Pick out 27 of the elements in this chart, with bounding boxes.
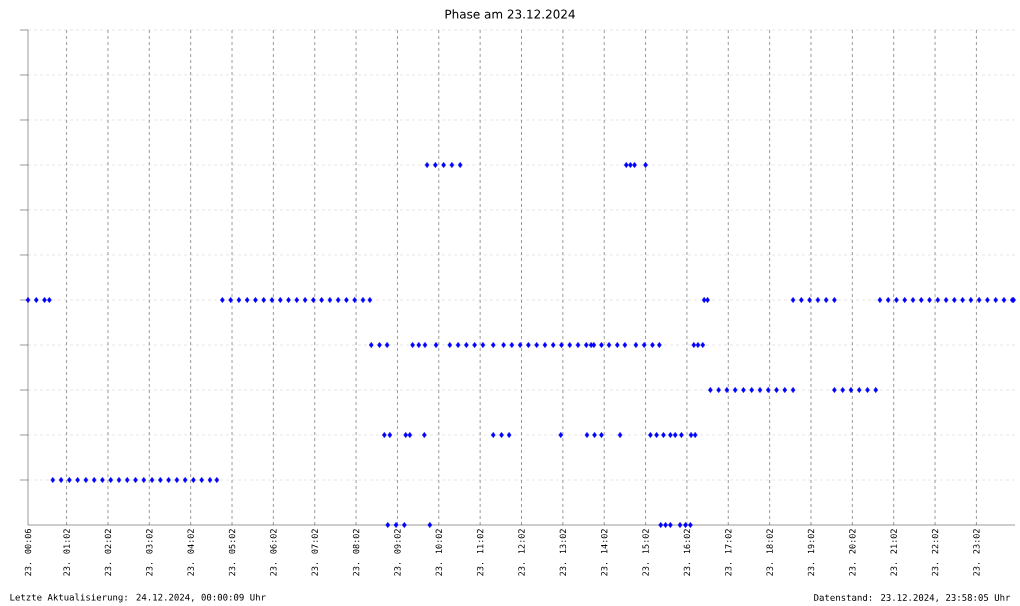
- x-tick-label: 23. 07:02: [311, 529, 318, 576]
- x-tick-label: 23. 02:02: [104, 529, 112, 576]
- x-tick-label: 23. 01:02: [63, 529, 70, 576]
- x-tick-label: 23. 14:02: [601, 529, 608, 576]
- x-tick-label: 23. 08:02: [352, 529, 360, 576]
- x-tick-label: 23. 09:02: [394, 529, 401, 576]
- x-tick-label: 23. 18:02: [766, 529, 773, 576]
- x-tick-label: 23. 00:06: [24, 529, 32, 576]
- x-tick-label: 23. 03:02: [146, 529, 153, 576]
- x-tick-label: 23. 05:02: [228, 529, 236, 576]
- x-tick-label: 23. 22:02: [931, 529, 939, 576]
- text: Letzte Aktualisierung: 24.12.2024, 00:00:09 Uhr: [10, 593, 266, 603]
- x-tick-label: 23. 21:02: [890, 529, 897, 576]
- x-tick-label: 23. 17:02: [725, 529, 732, 576]
- x-tick-label: 23. 19:02: [807, 529, 815, 576]
- x-tick-label: 23. 16:02: [683, 529, 691, 576]
- text: Datenstand: 23.12.2024, 23:58:05 Uhr: [814, 593, 1011, 603]
- x-tick-label: 23. 10:02: [435, 529, 443, 576]
- x-tick-label: 23. 20:02: [849, 529, 856, 576]
- x-tick-label: 23. 23:02: [973, 529, 980, 576]
- x-tick-label: 23. 04:02: [187, 529, 194, 576]
- x-tick-label: 23. 13:02: [559, 529, 567, 576]
- x-tick-label: 23. 11:02: [476, 529, 484, 576]
- chart-title: Phase am 23.12.2024: [445, 9, 575, 19]
- x-tick-label: 23. 06:02: [270, 529, 277, 576]
- x-tick-label: 23. 15:02: [642, 529, 649, 576]
- x-tick-label: 23. 12:02: [518, 529, 525, 576]
